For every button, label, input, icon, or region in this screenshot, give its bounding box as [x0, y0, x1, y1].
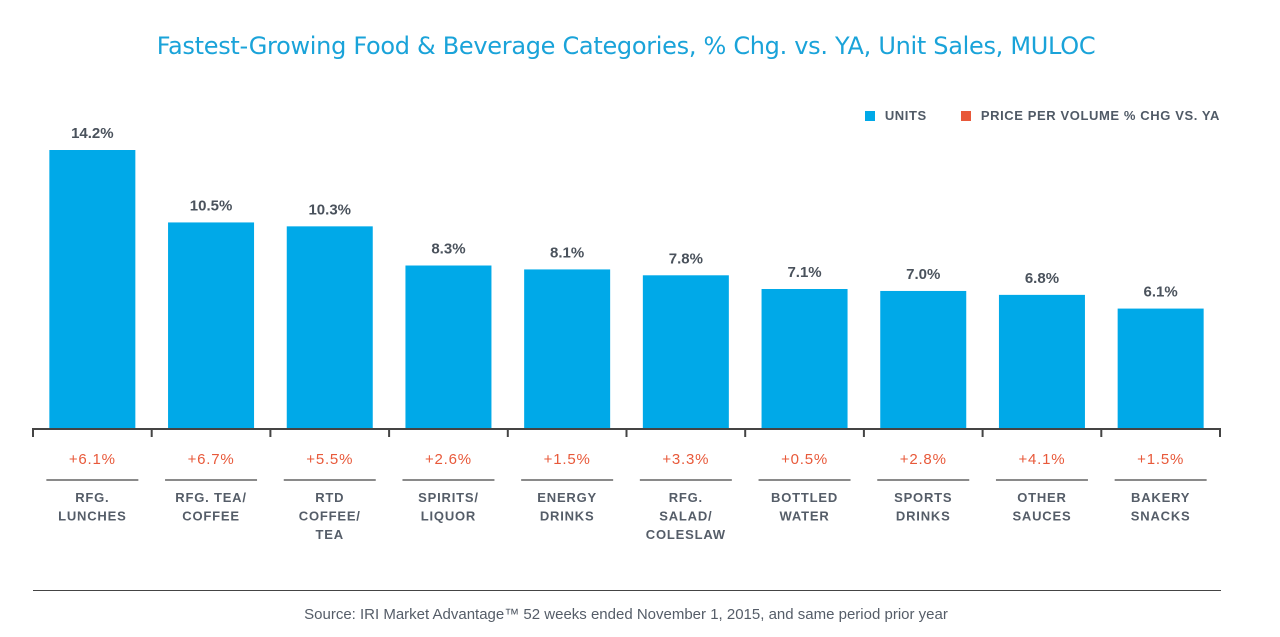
bar-value-label: 8.3%	[431, 241, 465, 258]
legend: UNITS PRICE PER VOLUME % CHG VS. YA	[864, 108, 1220, 123]
category-label: LIQUOR	[421, 509, 476, 524]
bar-units	[761, 289, 848, 428]
legend-item-price: PRICE PER VOLUME % CHG VS. YA	[960, 108, 1220, 123]
category-label: SALAD/	[659, 509, 712, 524]
category-label: DRINKS	[896, 509, 951, 524]
source-note: Source: IRI Market Advantage™ 52 weeks e…	[304, 606, 948, 623]
bar-units	[880, 290, 967, 428]
category-label: OTHER	[1017, 490, 1067, 505]
category-label: DRINKS	[540, 509, 595, 524]
price-change-label: +6.7%	[188, 451, 235, 468]
bar-units	[524, 269, 611, 428]
bar-value-label: 10.3%	[308, 201, 351, 218]
chart-title: Fastest-Growing Food & Beverage Categori…	[156, 32, 1096, 60]
bar-value-label: 14.2%	[71, 125, 114, 142]
legend-swatch-units	[864, 110, 875, 121]
category-label: SAUCES	[1012, 509, 1071, 524]
legend-swatch-price	[960, 110, 971, 121]
category-label: SPORTS	[894, 490, 952, 505]
price-change-label: +1.5%	[544, 451, 591, 468]
price-change-label: +0.5%	[781, 451, 828, 468]
price-change-label: +4.1%	[1018, 451, 1065, 468]
bar-value-label: 6.1%	[1144, 284, 1178, 301]
bar-value-label: 7.8%	[669, 250, 703, 267]
bar-units	[405, 265, 492, 428]
category-label: RTD	[315, 490, 344, 505]
category-label: RFG.	[75, 490, 109, 505]
bar-units	[1117, 308, 1204, 428]
price-change-label: +5.5%	[306, 451, 353, 468]
bar-value-label: 6.8%	[1025, 270, 1059, 287]
category-label: WATER	[780, 509, 830, 524]
price-change-label: +2.8%	[900, 451, 947, 468]
footer-divider	[33, 590, 1221, 591]
bar-value-label: 7.0%	[906, 266, 940, 283]
price-change-label: +1.5%	[1137, 451, 1184, 468]
bar-units	[168, 222, 255, 428]
category-label: COFFEE	[182, 509, 240, 524]
category-label: RFG. TEA/	[175, 490, 246, 505]
category-label: TEA	[316, 527, 344, 542]
category-label: BOTTLED	[771, 490, 838, 505]
price-change-label: +3.3%	[662, 451, 709, 468]
bar-units	[998, 294, 1085, 428]
category-label: ENERGY	[537, 490, 597, 505]
bar-units	[49, 150, 136, 428]
category-label: BAKERY	[1131, 490, 1190, 505]
category-label: COFFEE/	[299, 509, 361, 524]
category-label: SPIRITS/	[418, 490, 479, 505]
legend-label-price: PRICE PER VOLUME % CHG VS. YA	[980, 108, 1220, 123]
category-label: RFG.	[669, 490, 703, 505]
legend-item-units: UNITS	[864, 108, 927, 123]
legend-label-units: UNITS	[884, 108, 927, 123]
bar-value-label: 10.5%	[190, 197, 233, 214]
bar-value-label: 8.1%	[550, 244, 584, 261]
bar-units	[286, 226, 373, 428]
price-change-label: +2.6%	[425, 451, 472, 468]
category-label: SNACKS	[1131, 509, 1191, 524]
bar-value-label: 7.1%	[787, 264, 821, 281]
category-label: COLESLAW	[646, 527, 726, 542]
price-change-label: +6.1%	[69, 451, 116, 468]
bar-units	[642, 275, 729, 428]
category-label: LUNCHES	[58, 509, 126, 524]
